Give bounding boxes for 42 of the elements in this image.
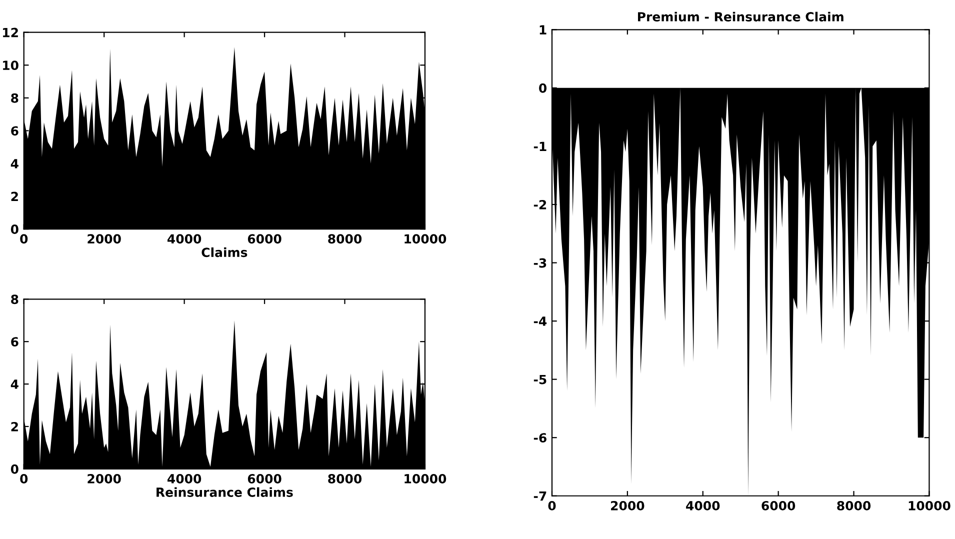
x-axis-title: Reinsurance Claims <box>156 487 293 497</box>
y-tick-label: 0 <box>10 224 18 234</box>
x-tick-label: 4000 <box>686 500 720 510</box>
y-tick-label: 6 <box>11 337 18 347</box>
y-tick-label: 12 <box>3 28 18 38</box>
x-tick-label: 10000 <box>404 474 446 484</box>
x-tick-label: 0 <box>548 500 556 510</box>
y-tick-label: -4 <box>534 316 547 326</box>
y-tick-label: 0 <box>10 464 18 474</box>
x-tick-label: 8000 <box>837 500 871 510</box>
x-tick-label: 6000 <box>762 500 796 510</box>
y-tick-label: -3 <box>534 258 546 268</box>
y-tick-label: 6 <box>11 126 18 136</box>
y-tick-label: 10 <box>3 60 18 70</box>
x-tick-label: 2000 <box>88 234 121 244</box>
x-tick-label: 6000 <box>248 474 282 484</box>
x-tick-label: 2000 <box>611 500 644 510</box>
y-tick-label: 2 <box>11 192 18 202</box>
x-tick-label: 6000 <box>248 234 282 244</box>
y-tick-label: -2 <box>534 200 546 210</box>
x-tick-label: 10000 <box>908 500 950 510</box>
y-tick-label: -6 <box>534 433 546 443</box>
y-tick-label: -1 <box>534 142 546 151</box>
y-tick-label: -5 <box>534 374 546 384</box>
y-tick-label: 1 <box>540 25 546 34</box>
y-tick-label: 8 <box>11 93 18 103</box>
y-tick-label: 8 <box>11 294 18 304</box>
x-tick-label: 4000 <box>167 234 202 244</box>
x-tick-label: 0 <box>20 234 28 244</box>
y-tick-label: 2 <box>11 422 18 432</box>
y-tick-label: 0 <box>539 83 547 93</box>
x-tick-label: 2000 <box>88 474 121 484</box>
x-tick-label: 0 <box>20 474 28 484</box>
x-tick-label: 8000 <box>328 234 362 244</box>
y-tick-label: 4 <box>10 159 18 168</box>
x-tick-label: 8000 <box>328 474 362 484</box>
x-axis-title: Claims <box>202 247 248 258</box>
chart-title: Premium - Reinsurance Claim <box>638 12 844 22</box>
x-tick-label: 10000 <box>404 234 446 244</box>
x-tick-label: 4000 <box>167 474 202 484</box>
y-tick-label: 4 <box>10 380 18 389</box>
y-tick-label: -7 <box>534 492 546 501</box>
